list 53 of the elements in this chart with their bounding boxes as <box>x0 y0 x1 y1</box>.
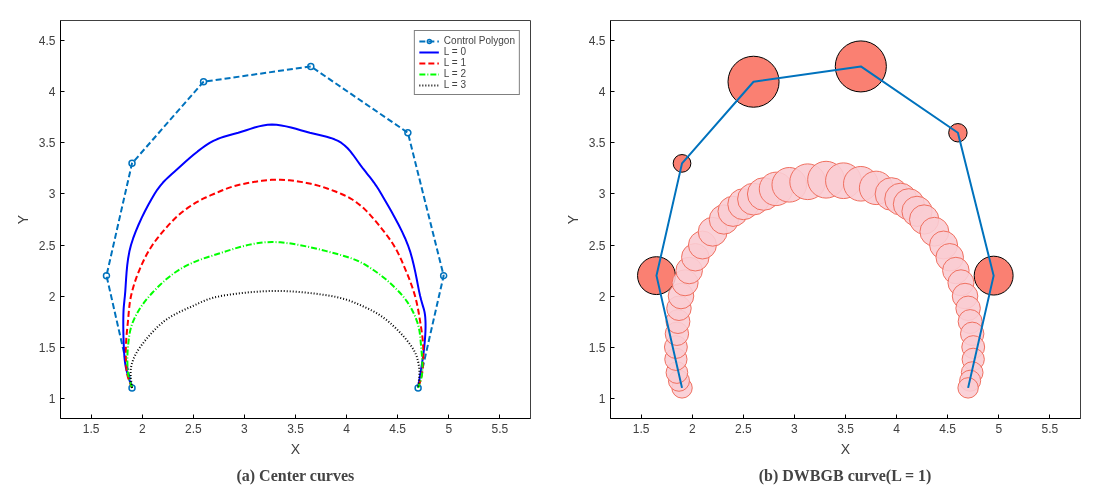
x-tick-label: 3 <box>241 421 249 436</box>
x-tick-label: 3.5 <box>837 421 855 436</box>
legend-label: L = 2 <box>443 68 466 79</box>
x-tick-label: 5 <box>995 421 1003 436</box>
legend-label: Control Polygon <box>443 35 515 46</box>
x-tick-label: 1.5 <box>82 421 100 436</box>
y-axis-title: Y <box>14 214 31 225</box>
point <box>128 384 136 392</box>
x-tick-label: 3.5 <box>287 421 305 436</box>
y-tick-label: 2.5 <box>38 238 56 253</box>
point <box>439 271 448 280</box>
y-tick-label: 4.5 <box>588 34 606 49</box>
text: (b) DWBGB curve(L = 1) <box>758 466 932 485</box>
y-tick-label: 1.5 <box>38 340 56 355</box>
x-axis-title: X <box>840 440 851 457</box>
x-tick-label: 2.5 <box>184 421 202 436</box>
x-axis-title: X <box>290 440 301 457</box>
legend-label: L = 0 <box>443 46 466 57</box>
text: (a) Center curves <box>236 466 355 485</box>
x-tick-label: 5 <box>445 421 453 436</box>
x-tick-label: 2.5 <box>734 421 752 436</box>
x-tick-label: 4.5 <box>389 421 407 436</box>
y-tick-label: 3 <box>48 187 56 202</box>
point <box>128 159 136 168</box>
x-tick-label: 4.5 <box>939 421 957 436</box>
y-tick-label: 1 <box>48 391 56 406</box>
x-tick-label: 5.5 <box>491 421 509 436</box>
point <box>414 384 422 392</box>
x-tick-label: 3 <box>791 421 799 436</box>
x-tick-label: 5.5 <box>1041 421 1059 436</box>
legend-label: L = 1 <box>443 57 466 68</box>
y-tick-label: 2 <box>598 289 606 304</box>
y-tick-label: 3.5 <box>588 136 606 151</box>
x-tick-label: 4 <box>893 421 901 436</box>
y-tick-label: 3 <box>598 187 606 202</box>
x-tick-label: 1.5 <box>632 421 650 436</box>
legend-label: L = 3 <box>443 79 466 90</box>
y-tick-label: 4.5 <box>38 34 56 49</box>
x-tick-label: 4 <box>343 421 351 436</box>
y-tick-label: 2 <box>48 289 56 304</box>
y-tick-label: 3.5 <box>38 136 56 151</box>
x-tick-label: 2 <box>138 421 146 436</box>
y-tick-label: 2.5 <box>588 238 606 253</box>
point <box>307 62 315 71</box>
y-tick-label: 4 <box>598 85 606 100</box>
point <box>102 271 111 280</box>
point <box>404 129 412 137</box>
point <box>199 77 208 86</box>
y-axis-title: Y <box>564 214 581 225</box>
x-tick-label: 2 <box>688 421 696 436</box>
y-tick-label: 1 <box>598 391 606 406</box>
y-tick-label: 4 <box>48 85 56 100</box>
y-tick-label: 1.5 <box>588 340 606 355</box>
